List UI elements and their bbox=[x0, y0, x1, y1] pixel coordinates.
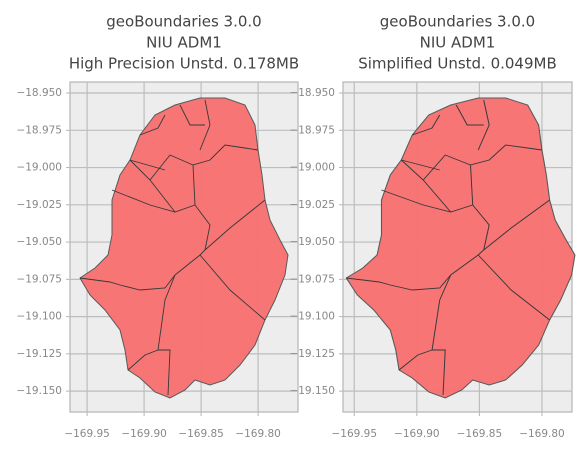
y-tick-label: −18.950 bbox=[16, 87, 62, 99]
y-tick-label: −19.025 bbox=[289, 199, 335, 211]
y-tick-label: −18.975 bbox=[289, 124, 335, 136]
title-line: NIU ADM1 bbox=[146, 34, 222, 52]
x-tick-label: −169.80 bbox=[235, 428, 281, 440]
y-tick-label: −19.025 bbox=[16, 199, 62, 211]
x-tick-label: −169.95 bbox=[64, 428, 110, 440]
x-tick-label: −169.85 bbox=[178, 428, 224, 440]
title-line: Simplified Unstd. 0.049MB bbox=[358, 55, 557, 73]
y-tick-label: −19.075 bbox=[289, 273, 335, 285]
x-tick-label: −169.85 bbox=[457, 428, 503, 440]
y-tick-label: −18.950 bbox=[289, 87, 335, 99]
y-tick-label: −19.050 bbox=[16, 236, 62, 248]
y-tick-label: −19.150 bbox=[16, 385, 62, 397]
x-tick-label: −169.90 bbox=[121, 428, 167, 440]
y-tick-label: −19.000 bbox=[289, 162, 335, 174]
x-tick-label: −169.90 bbox=[394, 428, 440, 440]
y-tick-label: −18.975 bbox=[16, 124, 62, 136]
panel: geoBoundaries 3.0.0 NIU ADM1 Simplified Un… bbox=[289, 13, 576, 440]
y-tick-label: −19.125 bbox=[16, 348, 62, 360]
y-tick-label: −19.150 bbox=[289, 385, 335, 397]
y-tick-label: −19.125 bbox=[289, 348, 335, 360]
title-line: geoBoundaries 3.0.0 bbox=[106, 13, 261, 31]
y-tick-label: −19.100 bbox=[16, 311, 62, 323]
title-line: NIU ADM1 bbox=[420, 34, 496, 52]
panel: geoBoundaries 3.0.0 NIU ADM1 High Precisio… bbox=[16, 13, 299, 441]
title-line: geoBoundaries 3.0.0 bbox=[380, 13, 535, 31]
y-tick-label: −19.075 bbox=[16, 273, 62, 285]
title-line: High Precision Unstd. 0.178MB bbox=[69, 55, 299, 73]
x-tick-label: −169.95 bbox=[331, 428, 377, 440]
y-tick-label: −19.000 bbox=[16, 162, 62, 174]
y-tick-label: −19.100 bbox=[289, 311, 335, 323]
y-tick-label: −19.050 bbox=[289, 236, 335, 248]
x-tick-label: −169.80 bbox=[519, 428, 565, 440]
